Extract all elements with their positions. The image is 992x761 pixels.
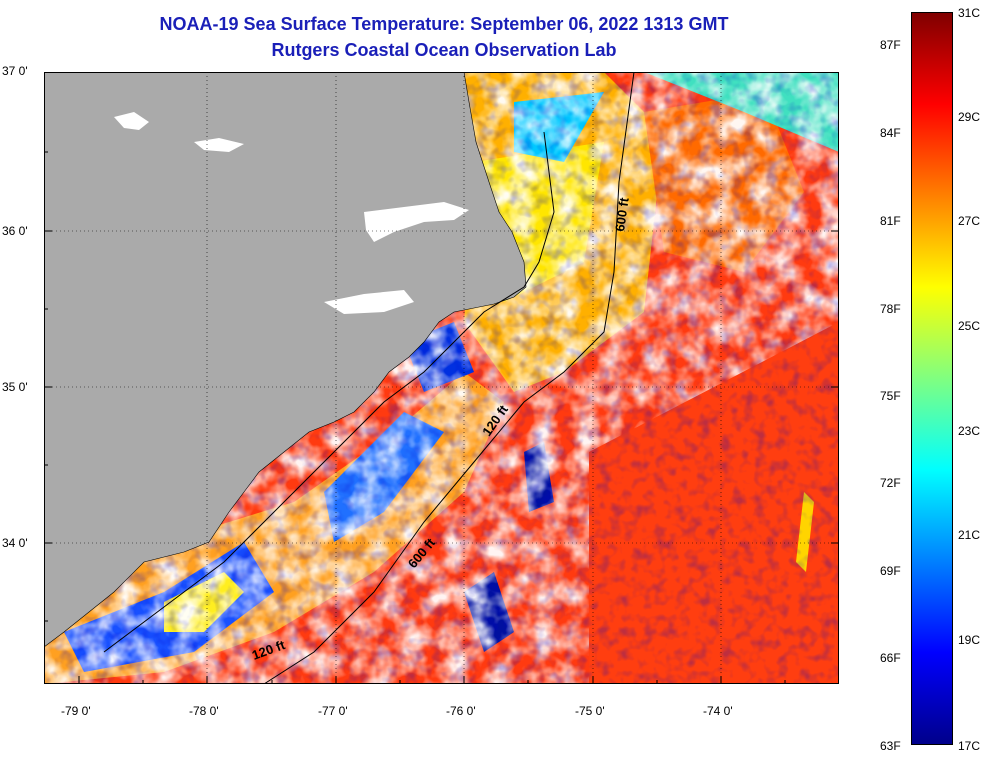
colorbar-f-69: 69F [880, 564, 901, 578]
inland-water [364, 202, 469, 242]
lat-label-36: 36 0' [2, 224, 28, 238]
bathymetry-contours [103, 72, 635, 684]
colorbar-c-21: 21C [958, 528, 981, 542]
colorbar-f-75: 75F [880, 389, 901, 403]
lon-label-78: -78 0' [189, 704, 219, 718]
lon-label-77: -77 0' [318, 704, 348, 718]
colorbar-c-23: 23C [958, 424, 981, 438]
colorbar-f-84: 84F [880, 126, 901, 140]
colorbar-f-87: 87F [880, 38, 901, 52]
lat-label-34: 34 0' [2, 536, 28, 550]
colorbar-c-17: 17C [958, 739, 981, 753]
contour-label-600-north: 600 ft [612, 196, 632, 232]
map-title: NOAA-19 Sea Surface Temperature: Septemb… [159, 14, 729, 34]
colorbar-f-63: 63F [880, 739, 901, 753]
map-subtitle: Rutgers Coastal Ocean Observation Lab [271, 40, 617, 60]
colorbar-f-72: 72F [880, 476, 901, 490]
lon-label-79: -79 0' [61, 704, 91, 718]
graticule [44, 72, 839, 684]
axis-ticks [44, 72, 839, 684]
map-frame [44, 72, 839, 684]
colorbar-c-25: 25C [958, 319, 981, 333]
sst-map: 600 ft 120 ft 600 ft 120 ft [44, 72, 839, 684]
colorbar-c-31: 31C [958, 6, 981, 20]
colorbar-c-29: 29C [958, 110, 981, 124]
colorbar-f-66: 66F [880, 651, 901, 665]
colorbar-f-78: 78F [880, 302, 901, 316]
colorbar-f-81: 81F [880, 214, 901, 228]
lat-label-35: 35 0' [2, 380, 28, 394]
lon-label-76: -76 0' [446, 704, 476, 718]
colorbar [911, 12, 953, 745]
lon-label-75: -75 0' [575, 704, 605, 718]
colorbar-c-19: 19C [958, 633, 981, 647]
lon-label-74: -74 0' [703, 704, 733, 718]
lat-label-37: 37 0' [2, 64, 28, 78]
colorbar-c-27: 27C [958, 214, 981, 228]
